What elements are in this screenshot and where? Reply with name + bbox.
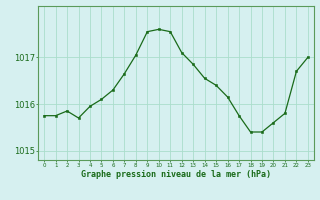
X-axis label: Graphe pression niveau de la mer (hPa): Graphe pression niveau de la mer (hPa) xyxy=(81,170,271,179)
